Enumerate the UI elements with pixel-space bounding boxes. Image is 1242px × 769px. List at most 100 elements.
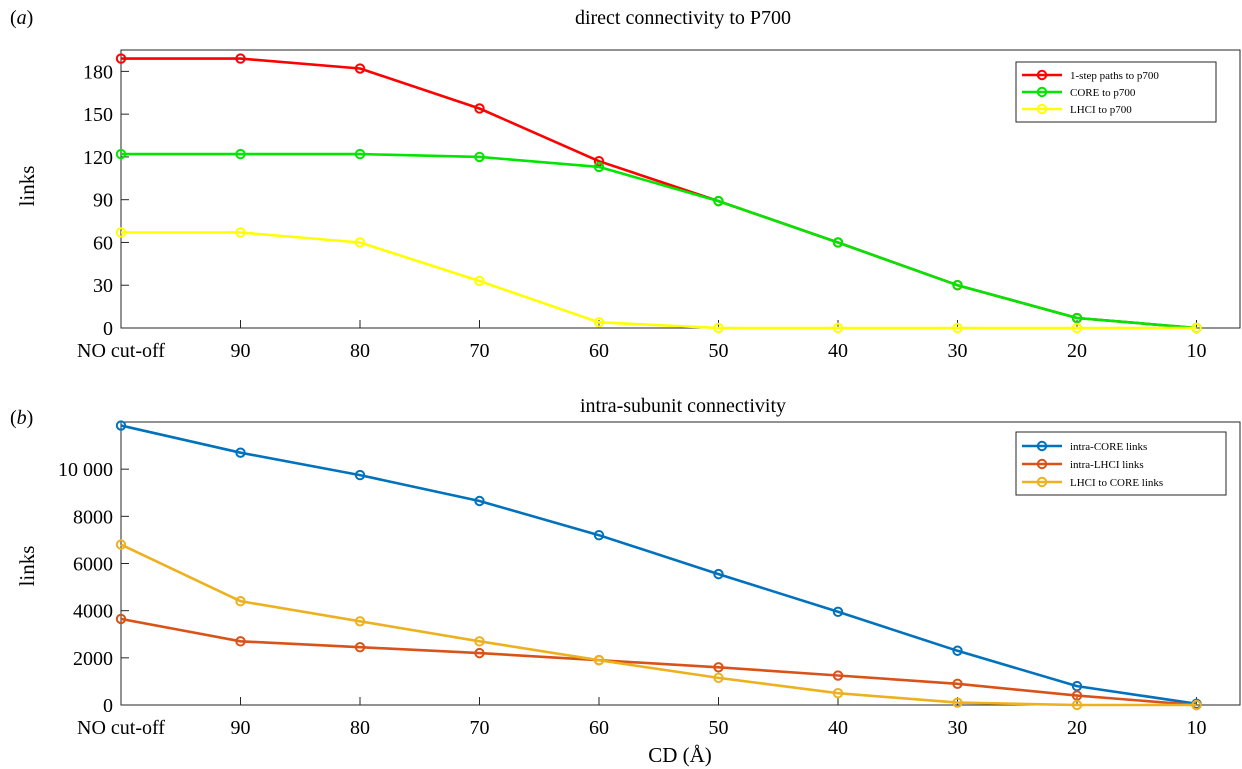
data-point — [832, 670, 844, 681]
panel-b-x-axis-label: CD (Å) — [648, 743, 712, 767]
series-line — [120, 543, 1197, 707]
y-tick-label: 8000 — [73, 506, 113, 528]
data-point — [115, 420, 127, 431]
x-tick-label: 80 — [350, 717, 370, 739]
data-point — [832, 322, 844, 334]
data-point — [474, 103, 485, 114]
x-tick-label: 60 — [589, 717, 609, 739]
y-tick-label: 90 — [93, 190, 113, 212]
data-point — [952, 645, 963, 656]
series-line — [121, 231, 1197, 330]
data-point — [235, 148, 246, 160]
data-point — [354, 63, 366, 74]
legend-marker — [1036, 103, 1048, 115]
series-line — [120, 424, 1197, 706]
x-tick-label: 20 — [1067, 340, 1087, 362]
x-tick-label: 90 — [231, 340, 251, 362]
panel-b-letter: (b) — [10, 407, 33, 429]
x-tick-label: 90 — [231, 717, 251, 739]
x-tick-label: 50 — [709, 340, 729, 362]
data-point — [235, 53, 246, 64]
y-tick-label: 180 — [83, 61, 113, 83]
data-point — [832, 237, 844, 248]
legend-marker — [1036, 69, 1048, 81]
legend-label: CORE to p700 — [1070, 87, 1136, 99]
legend-label: intra-LHCI links — [1070, 459, 1144, 471]
data-point — [115, 539, 127, 550]
data-point — [593, 530, 605, 541]
x-tick-label: 50 — [709, 717, 729, 739]
data-point — [593, 317, 605, 328]
data-point — [115, 613, 127, 625]
data-point — [1071, 322, 1083, 334]
panel-a-legend: 1-step paths to p700 CORE to p700 LHCI t… — [1015, 61, 1217, 123]
legend-entry-core-to-p700: CORE to p700 — [1022, 86, 1136, 99]
x-tick-label: 40 — [828, 717, 848, 739]
legend-marker — [1036, 440, 1048, 452]
x-tick-label: NO cut-off — [77, 340, 165, 362]
panel-b-ticks: 0 2000 4000 6000 8000 10 000 NO cut-off 90 80 70 6… — [58, 459, 1207, 739]
x-tick-label: 30 — [948, 340, 968, 362]
data-point — [354, 642, 366, 653]
series-2 — [115, 148, 1202, 334]
data-point — [235, 447, 246, 458]
data-point — [593, 654, 605, 666]
data-point — [1191, 699, 1202, 711]
x-tick-label: 10 — [1187, 717, 1207, 739]
data-point — [474, 495, 485, 507]
series-3 — [115, 227, 1202, 334]
data-point — [713, 322, 724, 334]
y-tick-label: 150 — [83, 104, 113, 126]
data-point — [474, 647, 485, 659]
data-point — [115, 53, 127, 64]
data-point — [952, 322, 963, 334]
y-tick-label: 30 — [93, 275, 113, 297]
data-point — [354, 237, 366, 248]
data-point — [235, 596, 246, 607]
x-tick-label: 70 — [470, 717, 490, 739]
x-tick-label: 60 — [589, 340, 609, 362]
legend-label: 1-step paths to p700 — [1070, 70, 1159, 82]
data-point — [1071, 699, 1083, 711]
x-tick-label: 80 — [350, 340, 370, 362]
data-point — [235, 227, 246, 238]
y-tick-label: 120 — [83, 147, 113, 169]
data-point — [832, 606, 844, 618]
legend-marker — [1036, 476, 1048, 488]
panel-a-plot-frame — [120, 49, 1241, 329]
data-point — [115, 148, 127, 160]
data-point — [474, 275, 485, 287]
legend-label: intra-CORE links — [1070, 441, 1147, 453]
legend-entry-intra-core: intra-CORE links — [1022, 440, 1147, 453]
series-1 — [115, 420, 1202, 710]
series-line — [121, 152, 1197, 330]
legend-entry-lhci-to-core: LHCI to CORE links — [1022, 476, 1163, 489]
y-tick-label: 0 — [103, 695, 113, 717]
panel-a-series — [115, 53, 1202, 334]
panel-b: (b) intra-subunit connectivity links CD … — [10, 395, 1241, 767]
series-3 — [115, 539, 1202, 711]
x-tick-label: 20 — [1067, 717, 1087, 739]
data-point — [115, 227, 127, 238]
x-tick-label: 40 — [828, 340, 848, 362]
panel-a-y-axis-label: links — [15, 166, 39, 207]
data-point — [1071, 680, 1083, 692]
x-tick-label: 70 — [470, 340, 490, 362]
panel-b-legend: intra-CORE links intra-LHCI links LHCI t… — [1015, 431, 1227, 496]
legend-marker — [1036, 86, 1048, 98]
panel-b-y-axis-label: links — [15, 546, 39, 587]
data-point — [474, 151, 485, 163]
x-tick-label: 30 — [948, 717, 968, 739]
data-point — [952, 697, 963, 708]
panel-a-ticks: 0 30 60 90 120 150 180 NO cut-off 90 80 70 60 50 40 30… — [77, 61, 1206, 362]
panel-a-title: direct connectivity to P700 — [575, 7, 791, 29]
data-point — [354, 469, 366, 481]
series-2 — [115, 613, 1202, 711]
data-point — [593, 156, 605, 167]
y-tick-label: 0 — [103, 318, 113, 340]
data-point — [952, 678, 963, 689]
legend-marker — [1036, 458, 1048, 470]
data-point — [235, 636, 246, 647]
data-point — [593, 161, 605, 173]
